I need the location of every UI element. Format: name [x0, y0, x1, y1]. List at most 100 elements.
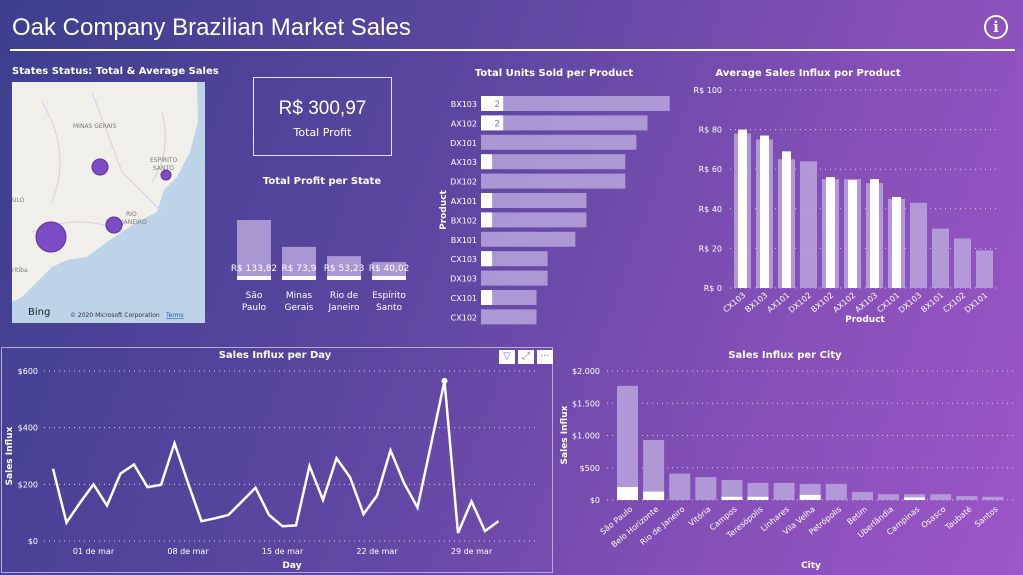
bar[interactable]: [481, 270, 548, 286]
axis-title: Day: [282, 561, 301, 571]
bar-highlight[interactable]: [282, 276, 316, 280]
data-label: R$ 40,02: [369, 264, 410, 274]
bar-highlight[interactable]: [237, 276, 271, 280]
bubble-espirito-santo[interactable]: [160, 169, 172, 181]
tick-label: R$ 40: [699, 205, 722, 214]
bar-highlight[interactable]: [327, 276, 361, 280]
bar[interactable]: [481, 309, 537, 325]
bar-highlight[interactable]: [481, 96, 504, 111]
map-visual[interactable]: MINAS GERAIS ESPÍRITO SANTO RIO JANEIRO …: [12, 82, 205, 323]
tick-label: R$ 0: [704, 284, 722, 293]
category-label: Santos: [973, 505, 1000, 529]
bar[interactable]: [481, 154, 626, 170]
bar[interactable]: [372, 262, 406, 280]
bar[interactable]: [956, 496, 978, 500]
bar-highlight[interactable]: [617, 487, 638, 500]
bubble-minas-gerais[interactable]: [91, 158, 109, 176]
tick-label: $2.000: [572, 367, 600, 376]
bar[interactable]: [669, 473, 691, 500]
bar-highlight[interactable]: [799, 494, 821, 500]
bar[interactable]: [954, 238, 971, 289]
category-label: Espírito: [372, 291, 406, 301]
bar[interactable]: [976, 250, 993, 288]
bar[interactable]: [327, 256, 361, 280]
bar-highlight[interactable]: [643, 491, 665, 500]
info-icon[interactable]: i: [984, 15, 1008, 39]
bar[interactable]: [481, 251, 548, 267]
data-point-marker[interactable]: [441, 377, 448, 384]
profit-per-state-chart[interactable]: Total Profit per State R$ 133,82 São Paulo R…: [225, 170, 420, 320]
bar[interactable]: [481, 193, 587, 208]
bar[interactable]: [481, 115, 648, 131]
bar[interactable]: [282, 246, 316, 280]
axis-title: Sales Influx: [560, 405, 570, 464]
bar[interactable]: [747, 482, 769, 500]
sales-per-city-chart[interactable]: Sales Influx per City $0 $500 $1.000 $1.500 $…: [555, 345, 1020, 573]
bar[interactable]: [721, 480, 743, 500]
bar[interactable]: [932, 228, 949, 288]
bar[interactable]: [643, 440, 665, 500]
bar[interactable]: [481, 290, 537, 305]
bar[interactable]: [481, 96, 670, 111]
bar[interactable]: [481, 173, 626, 189]
bar-highlight[interactable]: [747, 496, 769, 500]
tick-label: 29 de mar: [451, 547, 493, 556]
focus-mode-icon[interactable]: ⤢: [518, 350, 534, 364]
map-label: RIO: [126, 211, 137, 218]
category-label: DX103: [897, 291, 923, 315]
tick-label: R$ 80: [699, 126, 722, 135]
bar-highlight[interactable]: [481, 251, 493, 267]
bar[interactable]: [481, 212, 587, 228]
sales-line[interactable]: [51, 380, 500, 534]
bar[interactable]: [695, 477, 717, 500]
bar[interactable]: [773, 482, 795, 500]
filter-icon[interactable]: ▽: [499, 350, 515, 364]
map-terms-link[interactable]: Terms: [165, 312, 184, 319]
bar[interactable]: [851, 491, 873, 500]
bar-highlight[interactable]: [738, 129, 747, 288]
bar-highlight[interactable]: [848, 180, 857, 288]
map-canvas[interactable]: MINAS GERAIS ESPÍRITO SANTO RIO JANEIRO …: [12, 82, 205, 323]
bar[interactable]: [982, 496, 1004, 500]
sales-per-day-chart[interactable]: Sales Influx per Day $0 $200 $400 $600 01 de …: [2, 345, 552, 573]
bar-highlight[interactable]: [782, 151, 791, 288]
bar[interactable]: [800, 161, 817, 288]
more-options-button[interactable]: ···: [537, 350, 553, 364]
chart-title: Sales Influx per City: [728, 350, 842, 361]
bar[interactable]: [904, 494, 926, 500]
bar[interactable]: [481, 134, 637, 150]
bar-highlight[interactable]: [372, 276, 406, 280]
category-label: CX103: [721, 291, 747, 315]
map-title: States Status: Total & Average Sales: [12, 66, 219, 77]
bar-highlight[interactable]: [481, 193, 493, 208]
bar[interactable]: [825, 483, 847, 500]
bar-highlight[interactable]: [721, 496, 743, 500]
title-divider: [10, 49, 1015, 51]
units-per-product-chart[interactable]: Total Units Sold per Product Product BX103…: [436, 62, 686, 327]
page-title: Oak Company Brazilian Market Sales: [12, 14, 411, 41]
bar[interactable]: [878, 494, 899, 500]
bar-highlight[interactable]: [870, 179, 879, 288]
bar-highlight[interactable]: [760, 135, 769, 288]
bar[interactable]: [910, 202, 927, 288]
bar-highlight[interactable]: [481, 290, 493, 305]
category-label: BX103: [743, 291, 769, 315]
bar[interactable]: [930, 494, 952, 500]
bubble-rio-de-janeiro[interactable]: [105, 216, 123, 234]
bar[interactable]: [237, 220, 271, 280]
axis-title: Product: [439, 189, 449, 229]
bar-highlight[interactable]: [481, 115, 504, 131]
data-label: 2: [494, 100, 500, 110]
bubble-sao-paulo[interactable]: [35, 221, 67, 253]
bar[interactable]: [481, 231, 576, 247]
bar[interactable]: [617, 385, 638, 500]
bar-highlight[interactable]: [481, 212, 493, 228]
bar-highlight[interactable]: [904, 497, 926, 500]
avg-sales-product-chart[interactable]: Average Sales Influx por Product R$ 0 R$ 2…: [690, 62, 1020, 327]
category-label: AX101: [765, 291, 791, 315]
chart-title: Sales Influx per Day: [219, 350, 332, 361]
category-label: Osasco: [920, 505, 948, 530]
bar-highlight[interactable]: [892, 196, 901, 288]
bar-highlight[interactable]: [826, 177, 835, 288]
bar-highlight[interactable]: [481, 154, 493, 170]
